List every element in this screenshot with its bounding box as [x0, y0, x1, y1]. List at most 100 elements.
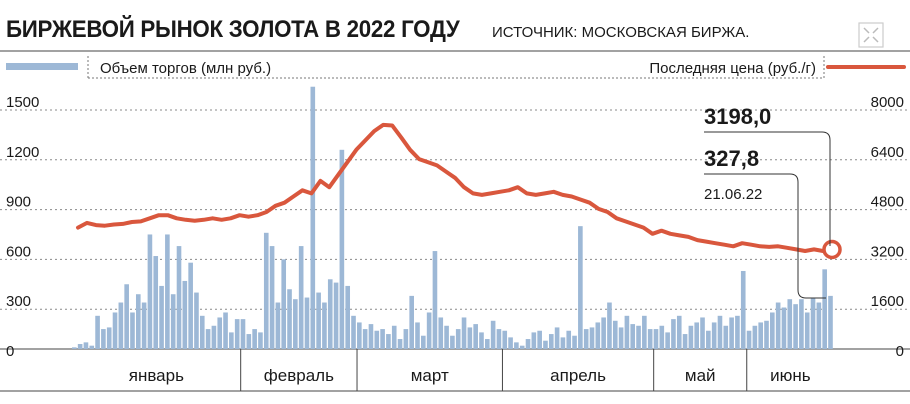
- volume-bar: [101, 329, 106, 349]
- volume-bar: [636, 325, 641, 349]
- volume-bar: [391, 325, 397, 349]
- right-tick-label: 3200: [871, 243, 904, 260]
- volume-bar: [548, 334, 554, 349]
- volume-bar: [560, 337, 566, 349]
- volume-bar: [729, 317, 734, 349]
- volume-bar: [95, 315, 100, 349]
- month-label: январь: [129, 366, 184, 385]
- volume-bar: [223, 312, 228, 349]
- legend-price-label: Последняя цена (руб./г): [649, 60, 816, 77]
- volume-bar: [653, 329, 659, 349]
- right-tick-label: 1600: [871, 293, 904, 310]
- volume-bar: [450, 335, 455, 349]
- volume-bar: [258, 332, 263, 349]
- volume-bar: [409, 295, 414, 349]
- left-tick-label: 600: [6, 243, 31, 260]
- volume-bar: [554, 327, 560, 349]
- volume-bar: [182, 280, 188, 349]
- volume-bar: [77, 344, 83, 349]
- volume-bar: [519, 345, 525, 349]
- volume-bar: [758, 322, 763, 349]
- legend-volume-swatch: [6, 63, 78, 70]
- right-tick-label: 6400: [871, 144, 904, 161]
- volume-bar: [298, 246, 304, 349]
- left-tick-label: 0: [6, 343, 14, 360]
- volume-bar: [787, 299, 793, 349]
- price-leader-line: [704, 131, 831, 246]
- volume-bar: [386, 334, 391, 349]
- volume-bar: [578, 226, 583, 349]
- volume-bar: [479, 332, 484, 349]
- volume-bar: [415, 322, 420, 349]
- volume-bar: [775, 302, 781, 349]
- volume-bar: [676, 315, 682, 349]
- volume-bar: [543, 340, 548, 349]
- volume-bar: [438, 317, 444, 349]
- volume-bar: [484, 339, 490, 349]
- month-label: март: [411, 366, 449, 385]
- last-price-marker: [822, 239, 842, 260]
- volume-bar: [822, 269, 827, 349]
- volume-bar: [357, 322, 362, 349]
- volume-bar: [176, 246, 182, 349]
- volume-bar: [810, 297, 816, 349]
- volume-bar: [397, 339, 403, 349]
- volume-bar: [83, 342, 89, 349]
- volume-bar: [717, 315, 723, 349]
- volume-bar: [106, 327, 112, 349]
- last-price-value: 3198,0: [704, 104, 771, 129]
- volume-bar: [327, 279, 333, 349]
- volume-bar: [380, 329, 385, 349]
- volume-bar: [589, 327, 595, 349]
- volume-bar: [188, 262, 193, 349]
- volume-bar: [444, 325, 449, 349]
- volume-bar: [595, 322, 601, 349]
- volume-bar: [694, 322, 700, 349]
- volume-bar: [706, 330, 711, 349]
- volume-bar: [229, 332, 234, 349]
- volume-bar: [566, 330, 572, 349]
- volume-bar: [275, 302, 281, 349]
- volume-bar: [601, 317, 606, 349]
- volume-bar: [374, 330, 380, 349]
- volume-bar: [269, 246, 275, 349]
- volume-bar: [461, 317, 467, 349]
- volume-bar: [362, 329, 368, 349]
- volume-bar: [583, 329, 589, 349]
- month-label: апрель: [550, 366, 606, 385]
- volume-bar: [612, 320, 618, 349]
- volume-bar: [426, 312, 432, 349]
- volume-bar: [537, 330, 542, 349]
- volume-bar: [508, 337, 513, 349]
- month-label: май: [685, 366, 716, 385]
- volume-bar: [455, 329, 461, 349]
- volume-bar: [746, 330, 752, 349]
- volume-bar: [194, 292, 199, 349]
- last-date-label: 21.06.22: [704, 186, 762, 203]
- last-volume-value: 327,8: [704, 146, 759, 171]
- volume-bar: [118, 302, 124, 349]
- volume-bar: [525, 339, 531, 349]
- volume-bar: [665, 332, 670, 349]
- volume-bar: [339, 149, 345, 349]
- volume-bar: [572, 335, 577, 349]
- volume-bar: [642, 315, 647, 349]
- volume-bar: [351, 315, 356, 349]
- volume-bar: [688, 325, 694, 349]
- left-tick-label: 300: [6, 293, 31, 310]
- volume-bar: [217, 317, 223, 349]
- volume-bar: [607, 302, 612, 349]
- volume-bar: [770, 312, 775, 349]
- volume-bar: [764, 320, 769, 349]
- volume-bar: [124, 284, 129, 349]
- volume-bar: [531, 332, 537, 349]
- month-label: июнь: [770, 366, 811, 385]
- volume-bar: [333, 282, 339, 349]
- volume-bar: [72, 347, 77, 349]
- volume-bar: [781, 307, 787, 349]
- volume-bar: [490, 320, 496, 349]
- volume-leader-line: [704, 173, 826, 299]
- volume-bar: [89, 345, 95, 349]
- volume-bar: [740, 270, 746, 349]
